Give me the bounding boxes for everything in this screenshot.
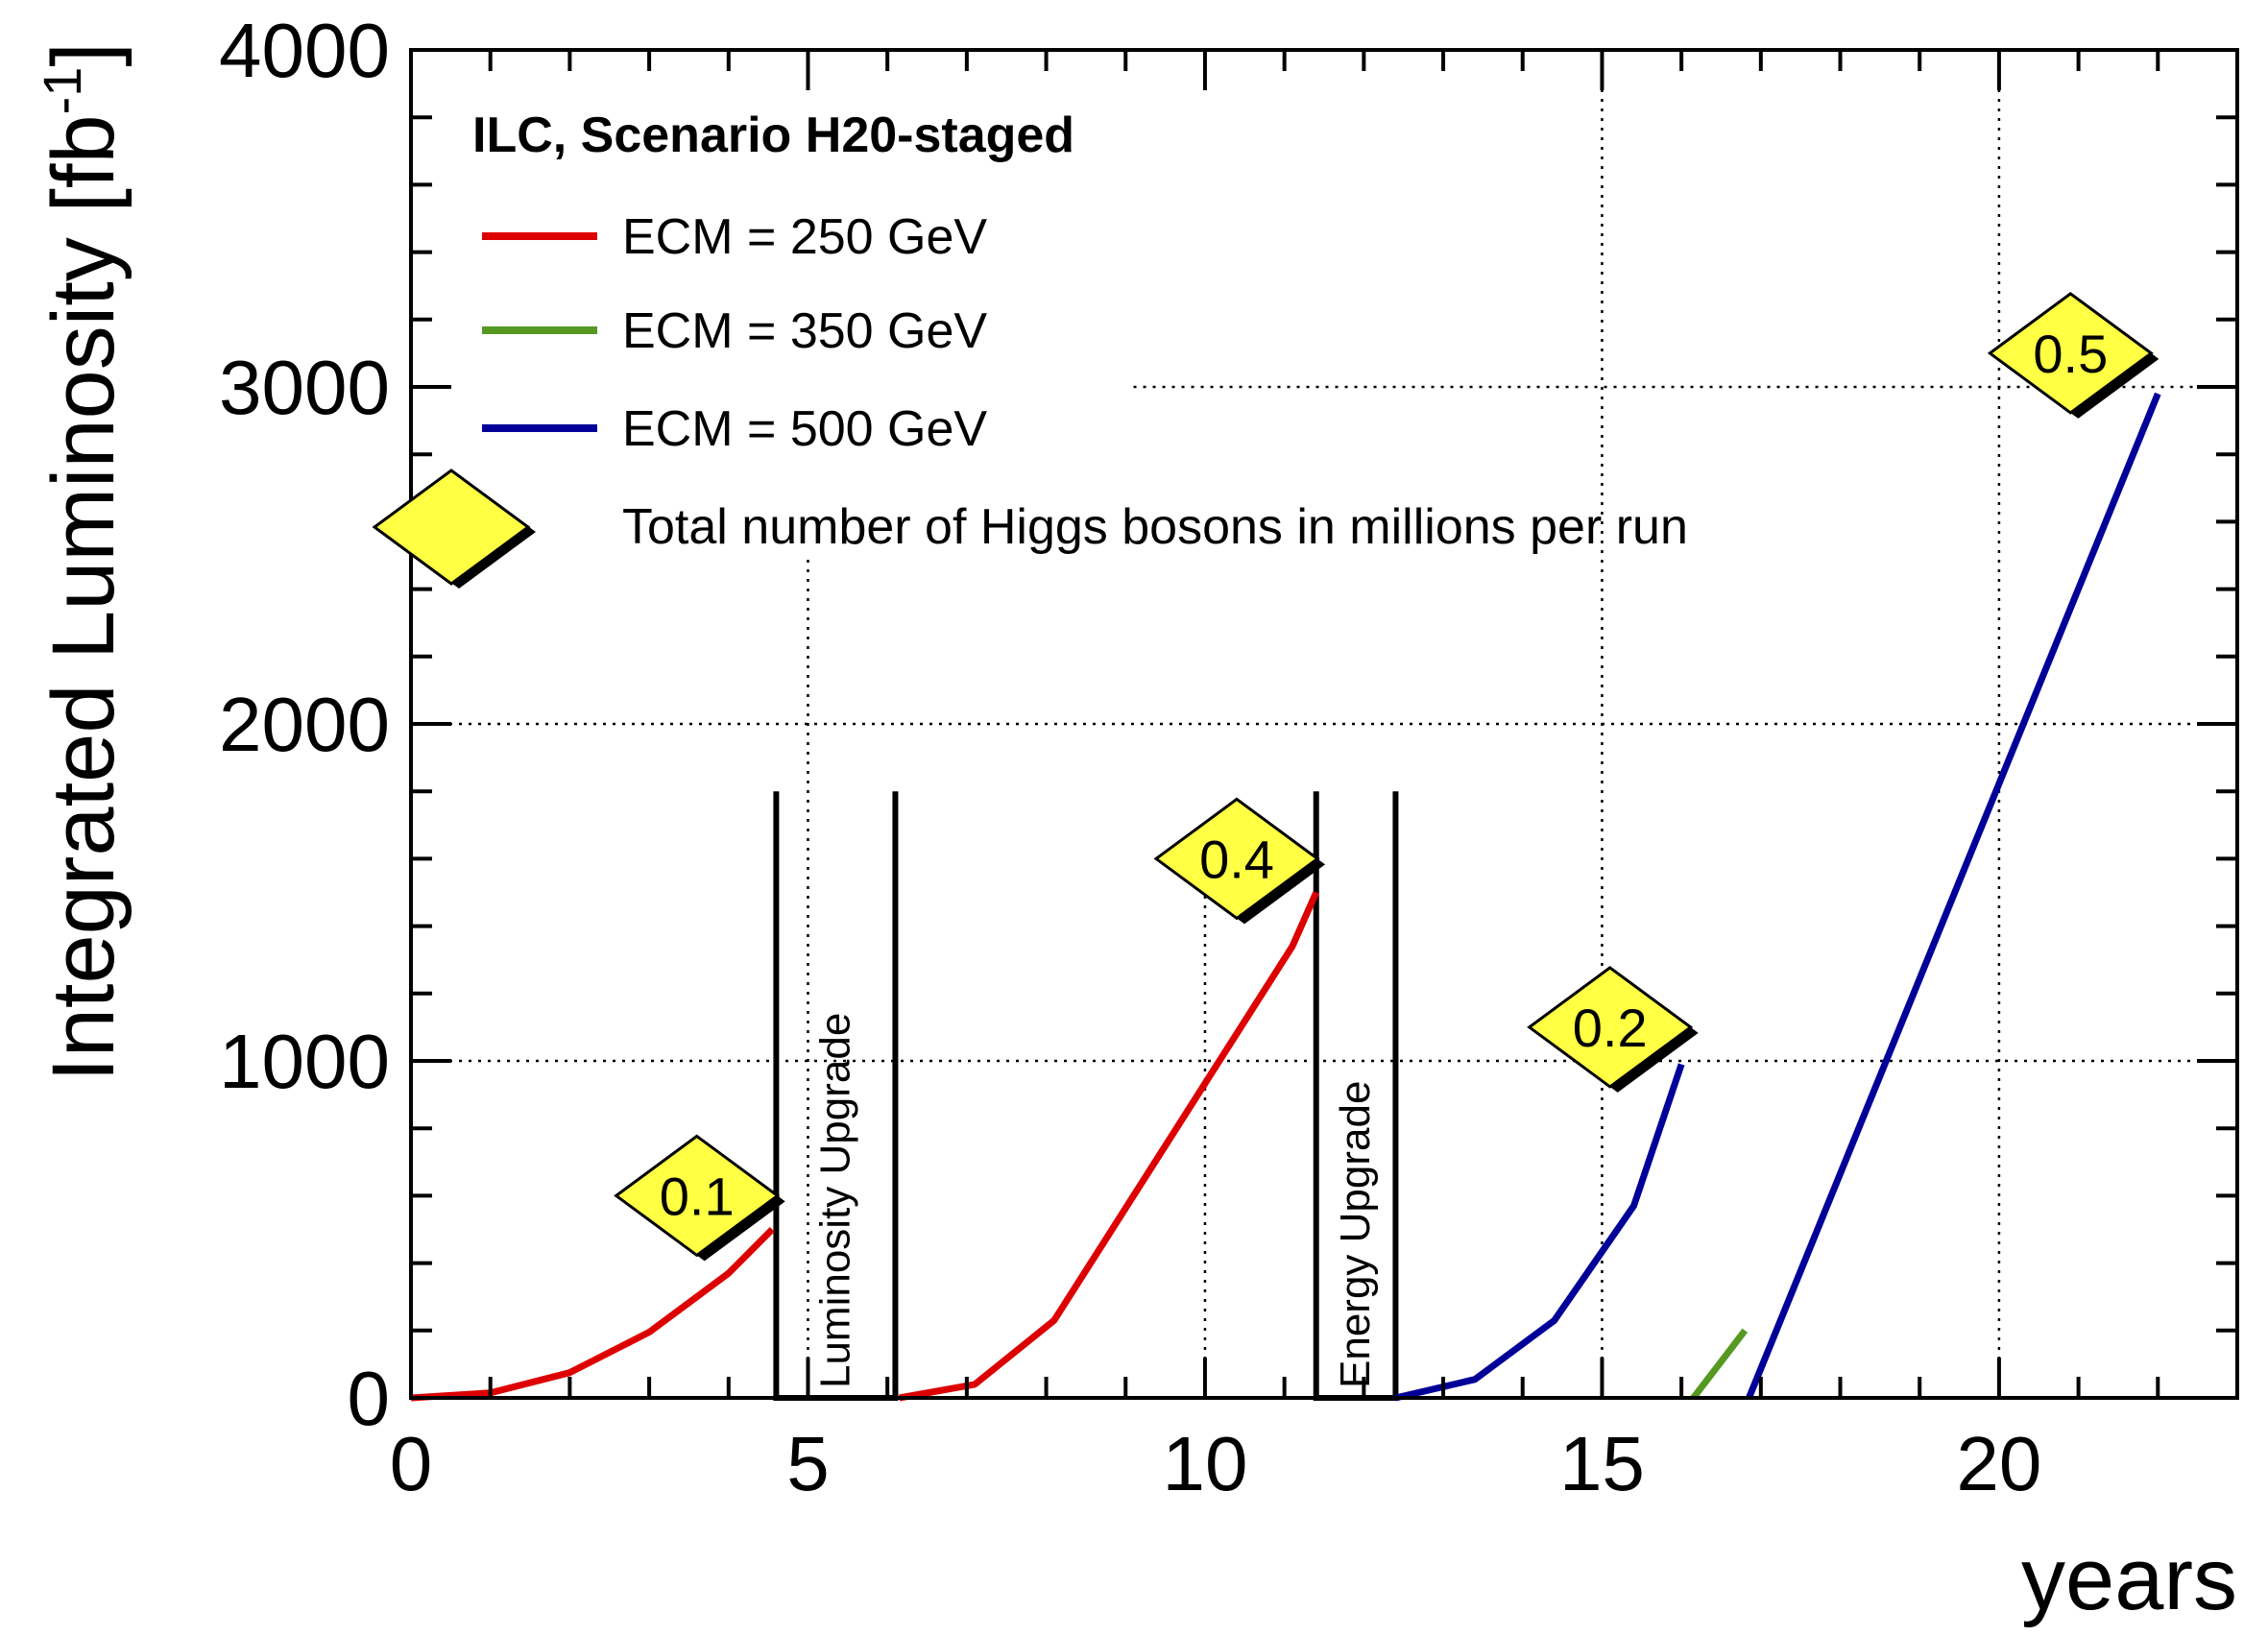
higgs-marker-label: 0.4 bbox=[1199, 829, 1274, 889]
higgs-marker bbox=[1153, 797, 1320, 921]
series-line bbox=[898, 891, 1319, 1402]
higgs-marker bbox=[614, 1134, 781, 1258]
grid-lines bbox=[411, 48, 2237, 1398]
legend-marker-label: Total number of Higgs bosons in millions… bbox=[622, 499, 1688, 555]
y-tick-label: 1000 bbox=[219, 1019, 390, 1104]
y-tick-label: 3000 bbox=[219, 345, 390, 430]
series-line bbox=[1690, 1328, 1749, 1401]
x-axis-title: years bbox=[2021, 1530, 2237, 1628]
axes: 0 5 10 15 20 0 1000 2000 3000 4000 years Integrated… bbox=[32, 8, 2239, 1628]
series-lines bbox=[410, 392, 2161, 1402]
series-line bbox=[1746, 392, 2161, 1400]
series-line bbox=[410, 1227, 775, 1402]
legend-label-500: ECM = 500 GeV bbox=[622, 401, 987, 457]
higgs-marker-label: 0.5 bbox=[2033, 324, 2108, 384]
x-tick-label: 0 bbox=[390, 1421, 433, 1506]
higgs-marker bbox=[1987, 292, 2154, 415]
upgrade-label: Energy Upgrade bbox=[1332, 1081, 1379, 1388]
y-tick-label: 2000 bbox=[219, 682, 390, 767]
higgs-markers: 0.1 0.4 0.2 0.5 bbox=[614, 292, 2159, 1262]
legend: ILC, Scenario H20-staged ECM = 250 GeV E… bbox=[372, 108, 1688, 589]
y-tick-label: 0 bbox=[348, 1356, 391, 1441]
y-axis-title: Integrated Luminosity [fb-1] bbox=[32, 42, 133, 1082]
higgs-marker-label: 0.1 bbox=[660, 1166, 735, 1226]
legend-label-350: ECM = 350 GeV bbox=[622, 303, 987, 359]
series-line bbox=[1394, 1063, 1685, 1402]
x-tick-label: 15 bbox=[1559, 1421, 1645, 1506]
higgs-marker-label: 0.2 bbox=[1573, 998, 1648, 1058]
legend-title: ILC, Scenario H20-staged bbox=[472, 108, 1074, 163]
x-tick-label: 5 bbox=[786, 1421, 830, 1506]
legend-label-250: ECM = 250 GeV bbox=[622, 209, 987, 265]
legend-marker-icon bbox=[372, 469, 531, 586]
upgrade-periods: Luminosity Upgrade Energy Upgrade bbox=[773, 791, 1399, 1401]
x-tick-label: 10 bbox=[1162, 1421, 1247, 1506]
higgs-marker bbox=[1527, 966, 1694, 1089]
upgrade-label: Luminosity Upgrade bbox=[811, 1013, 858, 1388]
y-tick-label: 4000 bbox=[219, 8, 390, 93]
x-tick-label: 20 bbox=[1956, 1421, 2041, 1506]
